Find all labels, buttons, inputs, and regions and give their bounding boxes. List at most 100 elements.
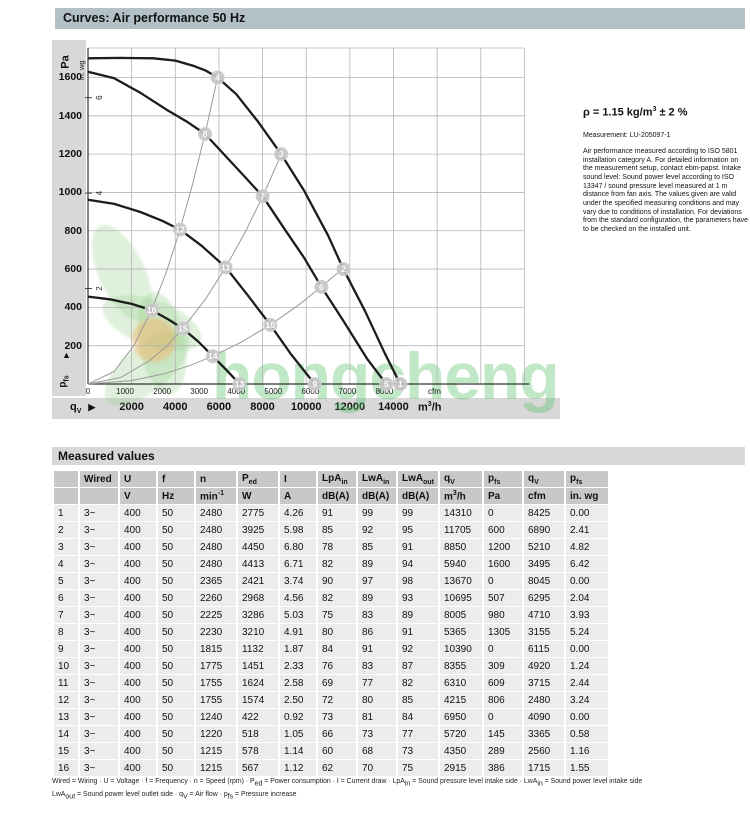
svg-text:1: 1 (398, 379, 403, 389)
operating-point-14: 14 (205, 349, 220, 364)
cell: 50 (158, 675, 194, 691)
cell: 0 (484, 641, 522, 657)
cell: 400 (120, 675, 156, 691)
cell: 99 (358, 505, 396, 521)
column-header: qV (440, 471, 482, 487)
cell: 3155 (524, 624, 564, 640)
cell: 400 (120, 726, 156, 742)
cell: 1451 (238, 658, 278, 674)
cell: 400 (120, 709, 156, 725)
cfm-tick-label: 1000 (116, 387, 134, 396)
svg-text:5: 5 (384, 379, 389, 389)
unit-cell: cfm (524, 488, 564, 504)
cell: 13670 (440, 573, 482, 589)
unit-cell: W (238, 488, 278, 504)
cell: 2480 (196, 539, 236, 555)
cell: 14310 (440, 505, 482, 521)
cell: 82 (318, 556, 356, 572)
cell: 98 (398, 573, 438, 589)
cell: 8045 (524, 573, 564, 589)
operating-point-8: 8 (197, 126, 213, 142)
unit-cell: dB(A) (318, 488, 356, 504)
svg-text:6: 6 (319, 282, 324, 292)
cell: 75 (318, 607, 356, 623)
operating-point-3: 3 (274, 147, 289, 162)
cell: 4.56 (280, 590, 316, 606)
cell: 50 (158, 709, 194, 725)
table-row: 10 3~ 400 50 1775 1451 2.33 76 83 87 8355 309 4920 1.… (54, 658, 608, 674)
cell: 3~ (80, 522, 118, 538)
cell: 289 (484, 743, 522, 759)
cell: 1574 (238, 692, 278, 708)
operating-point-16: 16 (144, 302, 159, 318)
cell: 2260 (196, 590, 236, 606)
cell: 1755 (196, 692, 236, 708)
unit-cell: dB(A) (398, 488, 438, 504)
svg-text:10: 10 (266, 320, 276, 330)
secondary-tick-label: 2 (95, 286, 104, 291)
cell: 97 (358, 573, 396, 589)
table-row: 9 3~ 400 50 1815 1132 1.87 84 91 92 10390 0 6115 0.00 (54, 641, 608, 657)
air-density-note: ρ = 1.15 kg/m3 ± 2 % (583, 106, 688, 119)
cfm-tick-label: 8000 (376, 387, 394, 396)
pa-tick-label: 400 (64, 301, 82, 314)
table-row: 12 3~ 400 50 1755 1574 2.50 72 80 85 4215 806 2480 3.… (54, 692, 608, 708)
fan-curve-1240-rpm (87, 295, 241, 385)
cell: 90 (318, 573, 356, 589)
cell: 400 (120, 658, 156, 674)
cell: 50 (158, 658, 194, 674)
cell: 518 (238, 726, 278, 742)
cell: 11 (54, 675, 78, 691)
operating-point-4: 4 (210, 70, 225, 85)
cell: 86 (358, 624, 396, 640)
cell: 8355 (440, 658, 482, 674)
pa-tick-label: 800 (64, 224, 82, 237)
cell: 3~ (80, 624, 118, 640)
cell: 1.05 (280, 726, 316, 742)
cell: 72 (318, 692, 356, 708)
cell: 6950 (440, 709, 482, 725)
cell: 2480 (196, 505, 236, 521)
svg-text:13: 13 (235, 379, 245, 389)
cell: 2421 (238, 573, 278, 589)
table-row: 2 3~ 400 50 2480 3925 5.98 85 92 95 11705 600 6890 2.… (54, 522, 608, 538)
measurement-id: Measurement: LU-205097-1 (583, 132, 671, 139)
cell: 83 (358, 658, 396, 674)
cell: 84 (398, 709, 438, 725)
svg-text:15: 15 (178, 324, 188, 334)
cell: 68 (358, 743, 396, 759)
column-header: Wired (80, 471, 118, 487)
cell: 14 (54, 726, 78, 742)
cell: 77 (358, 675, 396, 691)
watermark-leaf-icon (95, 283, 209, 363)
cell: 50 (158, 641, 194, 657)
cell: 1240 (196, 709, 236, 725)
cell: 73 (398, 743, 438, 759)
cell: 400 (120, 505, 156, 521)
cell: 16 (54, 760, 78, 776)
cell: 5 (54, 573, 78, 589)
cell: 3~ (80, 760, 118, 776)
cell: 0 (484, 709, 522, 725)
cell: 50 (158, 573, 194, 589)
column-header (54, 471, 78, 487)
y-axis-band: Pa ▲ pfs 1600 1400 1200 1000 800 600 400 200 (52, 40, 86, 396)
cell: 6310 (440, 675, 482, 691)
cell: 78 (318, 539, 356, 555)
cell: 2560 (524, 743, 564, 759)
cell: 80 (358, 692, 396, 708)
cell: 3~ (80, 573, 118, 589)
cell: 6890 (524, 522, 564, 538)
cell: 1200 (484, 539, 522, 555)
cell: 5720 (440, 726, 482, 742)
unit-cell: in. wg (566, 488, 608, 504)
cell: 4 (54, 556, 78, 572)
column-header: n (196, 471, 236, 487)
cell: 1132 (238, 641, 278, 657)
cell: 2.50 (280, 692, 316, 708)
cell: 609 (484, 675, 522, 691)
fan-curve-2365-rpm (87, 70, 388, 385)
